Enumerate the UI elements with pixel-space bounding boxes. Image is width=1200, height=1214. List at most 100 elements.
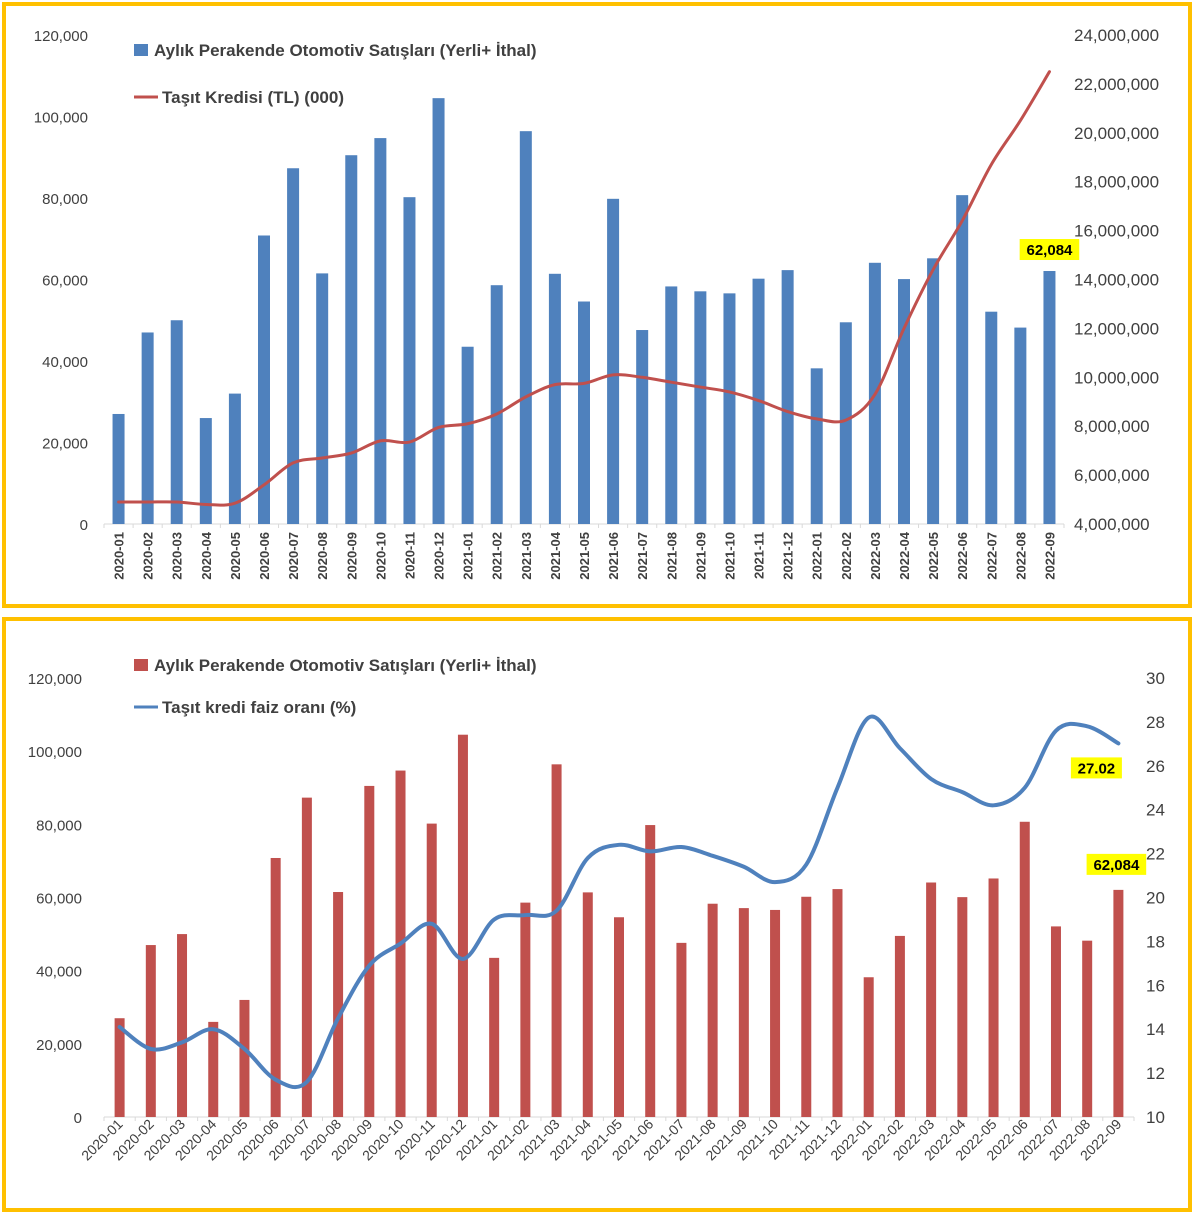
y-right-tick-label: 14,000,000	[1074, 271, 1159, 290]
series-line	[117, 70, 1051, 507]
data-callout: 62,084	[1086, 853, 1147, 875]
x-tick-label: 2021-06	[606, 532, 621, 580]
y-left-tick-label: 40,000	[42, 354, 88, 371]
bar	[520, 902, 531, 1117]
y-right-tick-label: 14	[1146, 1020, 1165, 1039]
bar	[145, 945, 156, 1117]
x-tick-label: 2022-04	[897, 531, 912, 579]
y-left-tick-label: 80,000	[36, 817, 82, 834]
legend-label: Aylık Perakende Otomotiv Satışları (Yerl…	[154, 656, 536, 675]
bar	[141, 332, 154, 524]
bar	[208, 1021, 219, 1117]
legend-swatch-bar	[134, 659, 148, 671]
bar	[490, 285, 503, 524]
bar	[489, 957, 500, 1117]
bar	[258, 235, 270, 525]
x-tick-label: 2020-08	[315, 532, 330, 580]
bar	[1019, 821, 1030, 1117]
y-left-tick-label: 60,000	[42, 273, 88, 290]
bar	[270, 857, 281, 1117]
chart-panel-2: 0 20,000 40,000 60,000 80,000 100,000 120,000 1…	[2, 617, 1192, 1212]
bar	[839, 322, 852, 524]
x-tick-label: 2021-12	[781, 532, 796, 580]
bar	[426, 823, 437, 1117]
chart-panel-1: 0 20,000 40,000 60,000 80,000 100,000 120,000 4…	[2, 2, 1192, 608]
bar	[665, 286, 678, 524]
x-tick-label: 2022-06	[955, 532, 970, 580]
y-right-tick-label: 20,000,000	[1074, 124, 1159, 143]
x-tick-label: 2021-07	[635, 532, 650, 580]
bar	[432, 98, 445, 524]
bar	[985, 311, 998, 524]
x-tick-label: 2021-11	[752, 532, 767, 579]
callout-background	[1070, 757, 1122, 779]
y-left-tick-label: 40,000	[36, 964, 82, 981]
x-tick-label: 2022-02	[839, 532, 854, 580]
bar	[894, 935, 905, 1117]
bar	[956, 195, 969, 524]
y-right-tick-label: 12	[1146, 1064, 1165, 1083]
x-tick-label: 2022-07	[984, 532, 999, 580]
bar	[723, 293, 736, 524]
chart-2-svg: 0 20,000 40,000 60,000 80,000 100,000 120,000 1…	[28, 656, 1165, 1163]
y-right-tick-label: 10	[1146, 1108, 1165, 1127]
bar	[199, 418, 212, 524]
bar	[374, 138, 387, 524]
y-left-tick-label: 120,000	[28, 671, 82, 688]
x-tick-label: 2020-07	[286, 532, 301, 580]
bar	[461, 346, 474, 524]
y-right-tick-label: 16,000,000	[1074, 222, 1159, 241]
bar	[645, 825, 656, 1117]
bar	[832, 889, 843, 1117]
callout-label: 62,084	[1027, 242, 1074, 259]
y-left-tick-label: 100,000	[34, 110, 88, 127]
bar	[548, 273, 561, 524]
bar	[801, 896, 812, 1117]
callout-label: 27.02	[1078, 760, 1116, 777]
bar	[770, 909, 781, 1117]
bar	[551, 764, 562, 1117]
bar	[333, 892, 344, 1117]
y-right-tick-label: 12,000,000	[1074, 319, 1159, 338]
callout-background	[1086, 853, 1147, 875]
bar	[114, 1018, 125, 1117]
bar	[636, 330, 649, 524]
y-right-tick-label: 10,000,000	[1074, 368, 1159, 387]
y-right-tick-label: 4,000,000	[1074, 515, 1150, 534]
y-right-tick-label: 22	[1146, 845, 1165, 864]
y-right-tick-label: 8,000,000	[1074, 417, 1150, 436]
y-right-tick-label: 26	[1146, 757, 1165, 776]
legend-label: Taşıt Kredisi (TL) (000)	[162, 88, 344, 107]
bar	[228, 393, 241, 524]
bar	[676, 942, 687, 1117]
x-tick-label: 2022-03	[868, 532, 883, 580]
x-tick-label: 2020-11	[402, 532, 417, 579]
x-tick-label: 2021-04	[548, 531, 563, 579]
y-right-tick-label: 22,000,000	[1074, 75, 1159, 94]
callout-label: 62,084	[1093, 857, 1140, 874]
bar	[863, 977, 874, 1117]
y-left-tick-label: 120,000	[34, 28, 88, 45]
legend-label: Taşıt kredi faiz oranı (%)	[162, 698, 356, 717]
x-tick-label: 2020-02	[141, 532, 156, 580]
legend-label: Aylık Perakende Otomotiv Satışları (Yerl…	[154, 41, 536, 60]
bar	[457, 734, 468, 1117]
y-right-tick-label: 24	[1146, 801, 1165, 820]
callout-background	[1019, 239, 1080, 261]
x-tick-label: 2021-02	[490, 532, 505, 580]
bar	[170, 320, 183, 524]
bar	[1113, 889, 1124, 1117]
x-tick-label: 2020-12	[432, 532, 447, 580]
bar	[1082, 940, 1093, 1117]
bar	[810, 368, 823, 524]
y-left-tick-label: 20,000	[42, 436, 88, 453]
x-tick-label: 2021-10	[722, 532, 737, 580]
y-left-tick-label: 60,000	[36, 891, 82, 908]
y-left-tick-label: 80,000	[42, 191, 88, 208]
bar	[927, 258, 940, 524]
bar	[578, 301, 590, 524]
y-left-tick-label: 100,000	[28, 744, 82, 761]
y-left-tick-label: 20,000	[36, 1037, 82, 1054]
x-tick-label: 2020-06	[257, 532, 272, 580]
y-right-tick-label: 20	[1146, 889, 1165, 908]
